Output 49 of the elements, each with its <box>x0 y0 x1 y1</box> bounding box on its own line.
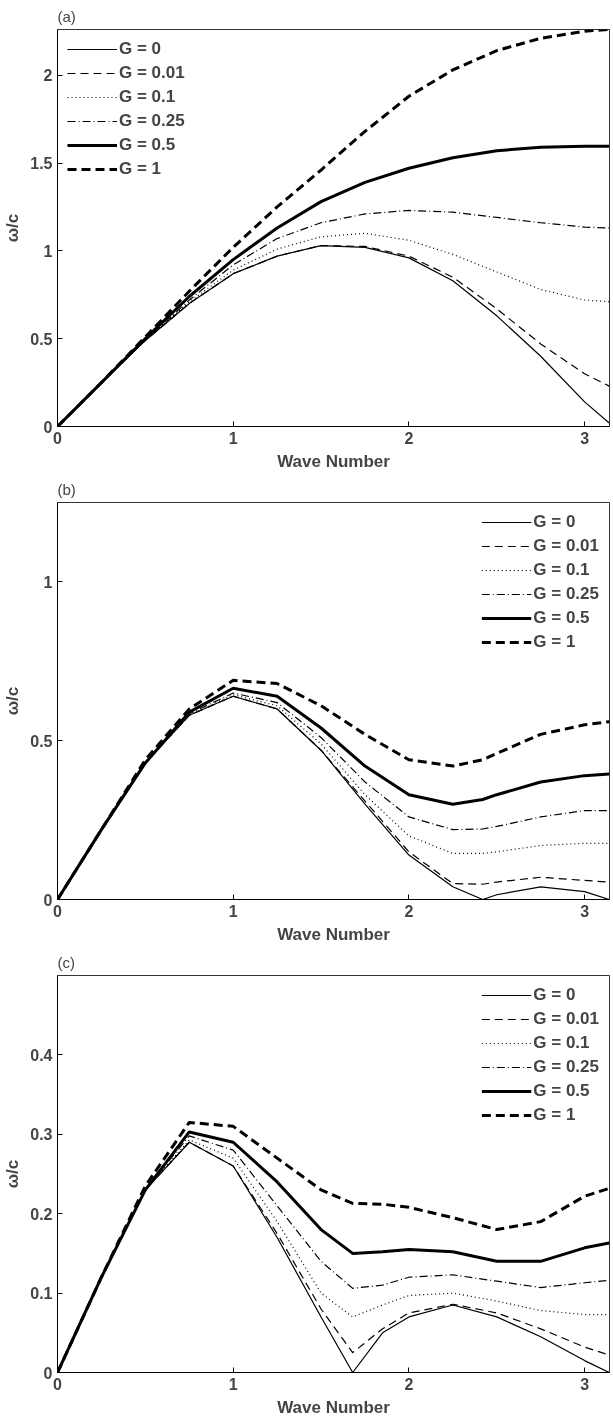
y-tick-label: 0.4 <box>30 1046 53 1064</box>
y-tick-label: 0 <box>43 418 53 436</box>
x-tick-label: 3 <box>580 902 590 920</box>
chart-title: (c) <box>57 953 75 971</box>
y-tick-label: 0 <box>43 891 53 909</box>
legend-label: G = 0.01 <box>533 536 599 556</box>
legend-label: G = 0.25 <box>533 584 599 604</box>
legend-label: G = 0 <box>533 985 576 1005</box>
chart-title: (b) <box>57 480 76 498</box>
x-tick-label: 3 <box>580 1375 590 1393</box>
y-axis-title: ω/c <box>3 213 23 243</box>
legend-label: G = 1 <box>533 1105 576 1125</box>
legend-label: G = 0 <box>533 512 576 532</box>
x-tick-label: 1 <box>228 1375 238 1393</box>
y-axis-title: ω/c <box>3 686 23 716</box>
x-axis-title: Wave Number <box>277 1397 391 1417</box>
x-tick-label: 2 <box>404 429 414 447</box>
legend-label: G = 0 <box>119 39 162 59</box>
legend-label: G = 1 <box>119 159 162 179</box>
legend-label: G = 0.5 <box>533 608 590 628</box>
x-axis-title: Wave Number <box>277 924 391 944</box>
y-tick-label: 0.5 <box>30 330 53 348</box>
x-tick-label: 2 <box>404 1375 414 1393</box>
y-tick-label: 0.5 <box>30 732 53 750</box>
x-axis-title: Wave Number <box>277 451 391 471</box>
legend-label: G = 1 <box>533 632 576 652</box>
y-tick-label: 1.5 <box>30 155 53 172</box>
legend-label: G = 0.25 <box>119 111 185 131</box>
y-tick-label: 1 <box>43 242 53 260</box>
x-tick-label: 1 <box>228 902 238 920</box>
y-axis-title: ω/c <box>3 1159 23 1189</box>
y-tick-label: 0 <box>43 1364 53 1382</box>
x-tick-label: 3 <box>580 429 590 447</box>
y-tick-label: 0.1 <box>30 1285 53 1303</box>
y-tick-label: 0.3 <box>30 1126 53 1144</box>
chart-title: (a) <box>57 7 76 25</box>
legend-label: G = 0.01 <box>119 63 185 83</box>
legend-label: G = 0.1 <box>533 1033 590 1053</box>
legend-label: G = 0.1 <box>119 87 176 107</box>
legend-label: G = 0.01 <box>533 1009 599 1029</box>
legend-label: G = 0.1 <box>533 560 590 580</box>
y-tick-label: 1 <box>43 573 53 591</box>
y-tick-label: 2 <box>43 67 53 85</box>
legend-label: G = 0.5 <box>119 135 176 155</box>
x-tick-label: 1 <box>228 429 238 447</box>
x-tick-label: 2 <box>404 902 414 920</box>
legend-label: G = 0.25 <box>533 1057 599 1077</box>
y-tick-label: 0.2 <box>30 1205 53 1223</box>
legend-label: G = 0.5 <box>533 1081 590 1101</box>
